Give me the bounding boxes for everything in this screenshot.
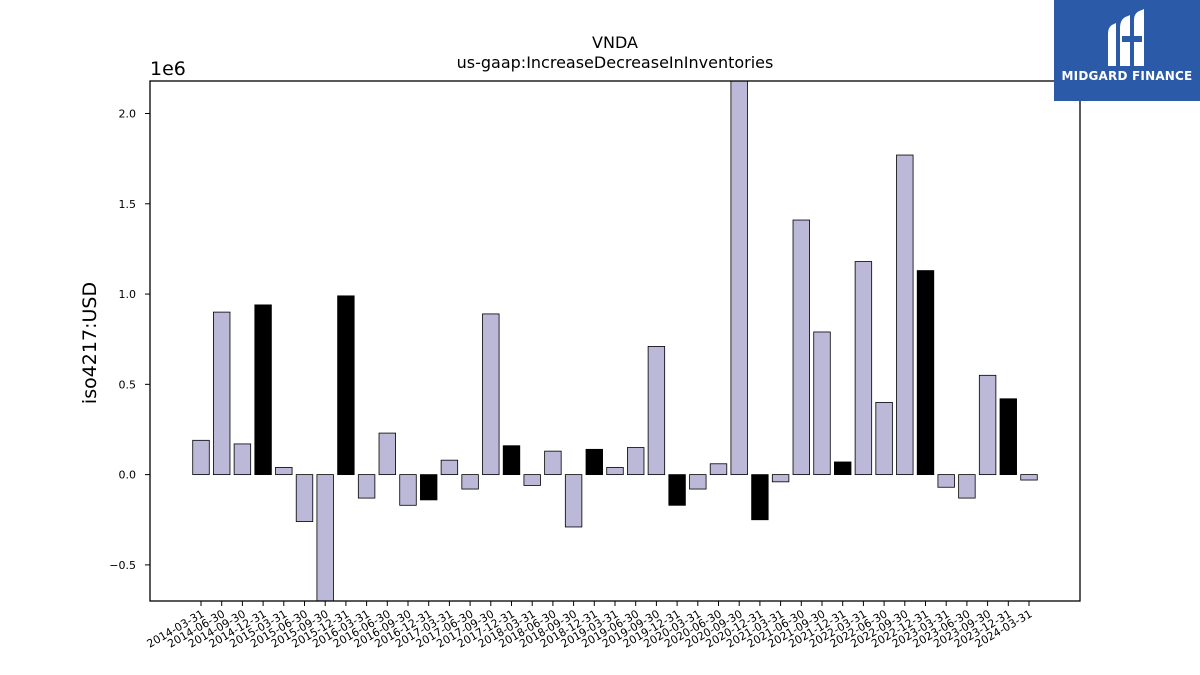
bar-2016-09-30: [399, 474, 417, 506]
y-axis-label: iso4217:USD: [79, 282, 101, 404]
bar-2020-09-30: [730, 80, 748, 476]
bar-2017-03-31: [440, 459, 459, 476]
bar-2023-06-30: [958, 474, 976, 499]
bar-2021-03-31: [771, 474, 790, 483]
bar-2014-09-30: [233, 443, 252, 476]
bar-2014-06-30: [213, 311, 231, 476]
bar-2015-12-31: [337, 295, 355, 476]
brand-logo: MIDGARD FINANCE: [1054, 0, 1200, 101]
bar-2022-06-30: [875, 401, 893, 476]
bar-2017-09-30: [482, 313, 500, 476]
bar-2018-09-30: [564, 474, 583, 528]
bar-2015-03-31: [275, 466, 293, 476]
bar-2020-06-30: [709, 463, 728, 476]
plot-frame: [149, 80, 1081, 602]
bar-2015-09-30: [316, 474, 334, 602]
bar-2016-12-31: [420, 474, 438, 501]
y-tick-label: 0.5: [119, 378, 137, 391]
bar-2018-03-31: [523, 474, 541, 486]
y-tick-label: 1.0: [119, 288, 137, 301]
bar-2014-03-31: [192, 439, 210, 476]
bar-2019-03-31: [606, 466, 624, 476]
y-tick-label: −0.5: [109, 559, 136, 572]
midgard-logo-icon: [1108, 9, 1144, 66]
y-ticks-group: −0.5 0.0 0.5 1.0 1.5 2.0: [109, 108, 150, 572]
bars-group: [192, 80, 1038, 602]
chart-title: VNDA: [592, 33, 638, 52]
x-ticks-group: 2014-03-312014-06-302014-09-302014-12-31…: [145, 601, 1035, 651]
bar-2018-06-30: [544, 450, 562, 476]
bar-2019-06-30: [627, 447, 645, 476]
bar-2017-06-30: [461, 474, 479, 490]
y-tick-label: 2.0: [119, 108, 137, 121]
bar-2022-03-31: [854, 261, 873, 476]
bar-2016-03-31: [357, 474, 376, 499]
bar-2023-12-31: [999, 398, 1017, 476]
bar-2023-09-30: [978, 374, 997, 476]
y-scale-label: 1e6: [150, 58, 186, 80]
bar-2014-12-31: [254, 304, 272, 476]
bar-2024-03-31: [1020, 474, 1038, 481]
bar-2023-03-31: [937, 474, 955, 488]
bar-2016-06-30: [378, 432, 396, 476]
bar-2020-03-31: [689, 474, 707, 490]
bar-2020-12-31: [751, 474, 769, 521]
bar-2015-06-30: [295, 474, 314, 522]
logo-text: MIDGARD FINANCE: [1061, 69, 1193, 83]
bar-2021-12-31: [834, 461, 852, 476]
bar-2019-12-31: [668, 474, 686, 506]
bar-2022-09-30: [896, 154, 914, 476]
bar-2021-06-30: [792, 219, 810, 476]
y-tick-label: 1.5: [119, 198, 137, 211]
y-tick-label: 0.0: [119, 469, 137, 482]
chart-subtitle: us-gaap:IncreaseDecreaseInInventories: [457, 53, 774, 72]
bar-2019-09-30: [647, 346, 666, 476]
bar-2022-12-31: [916, 270, 935, 476]
bar-2018-12-31: [585, 448, 603, 476]
bar-2017-12-31: [502, 445, 521, 476]
bar-2021-09-30: [813, 331, 831, 476]
